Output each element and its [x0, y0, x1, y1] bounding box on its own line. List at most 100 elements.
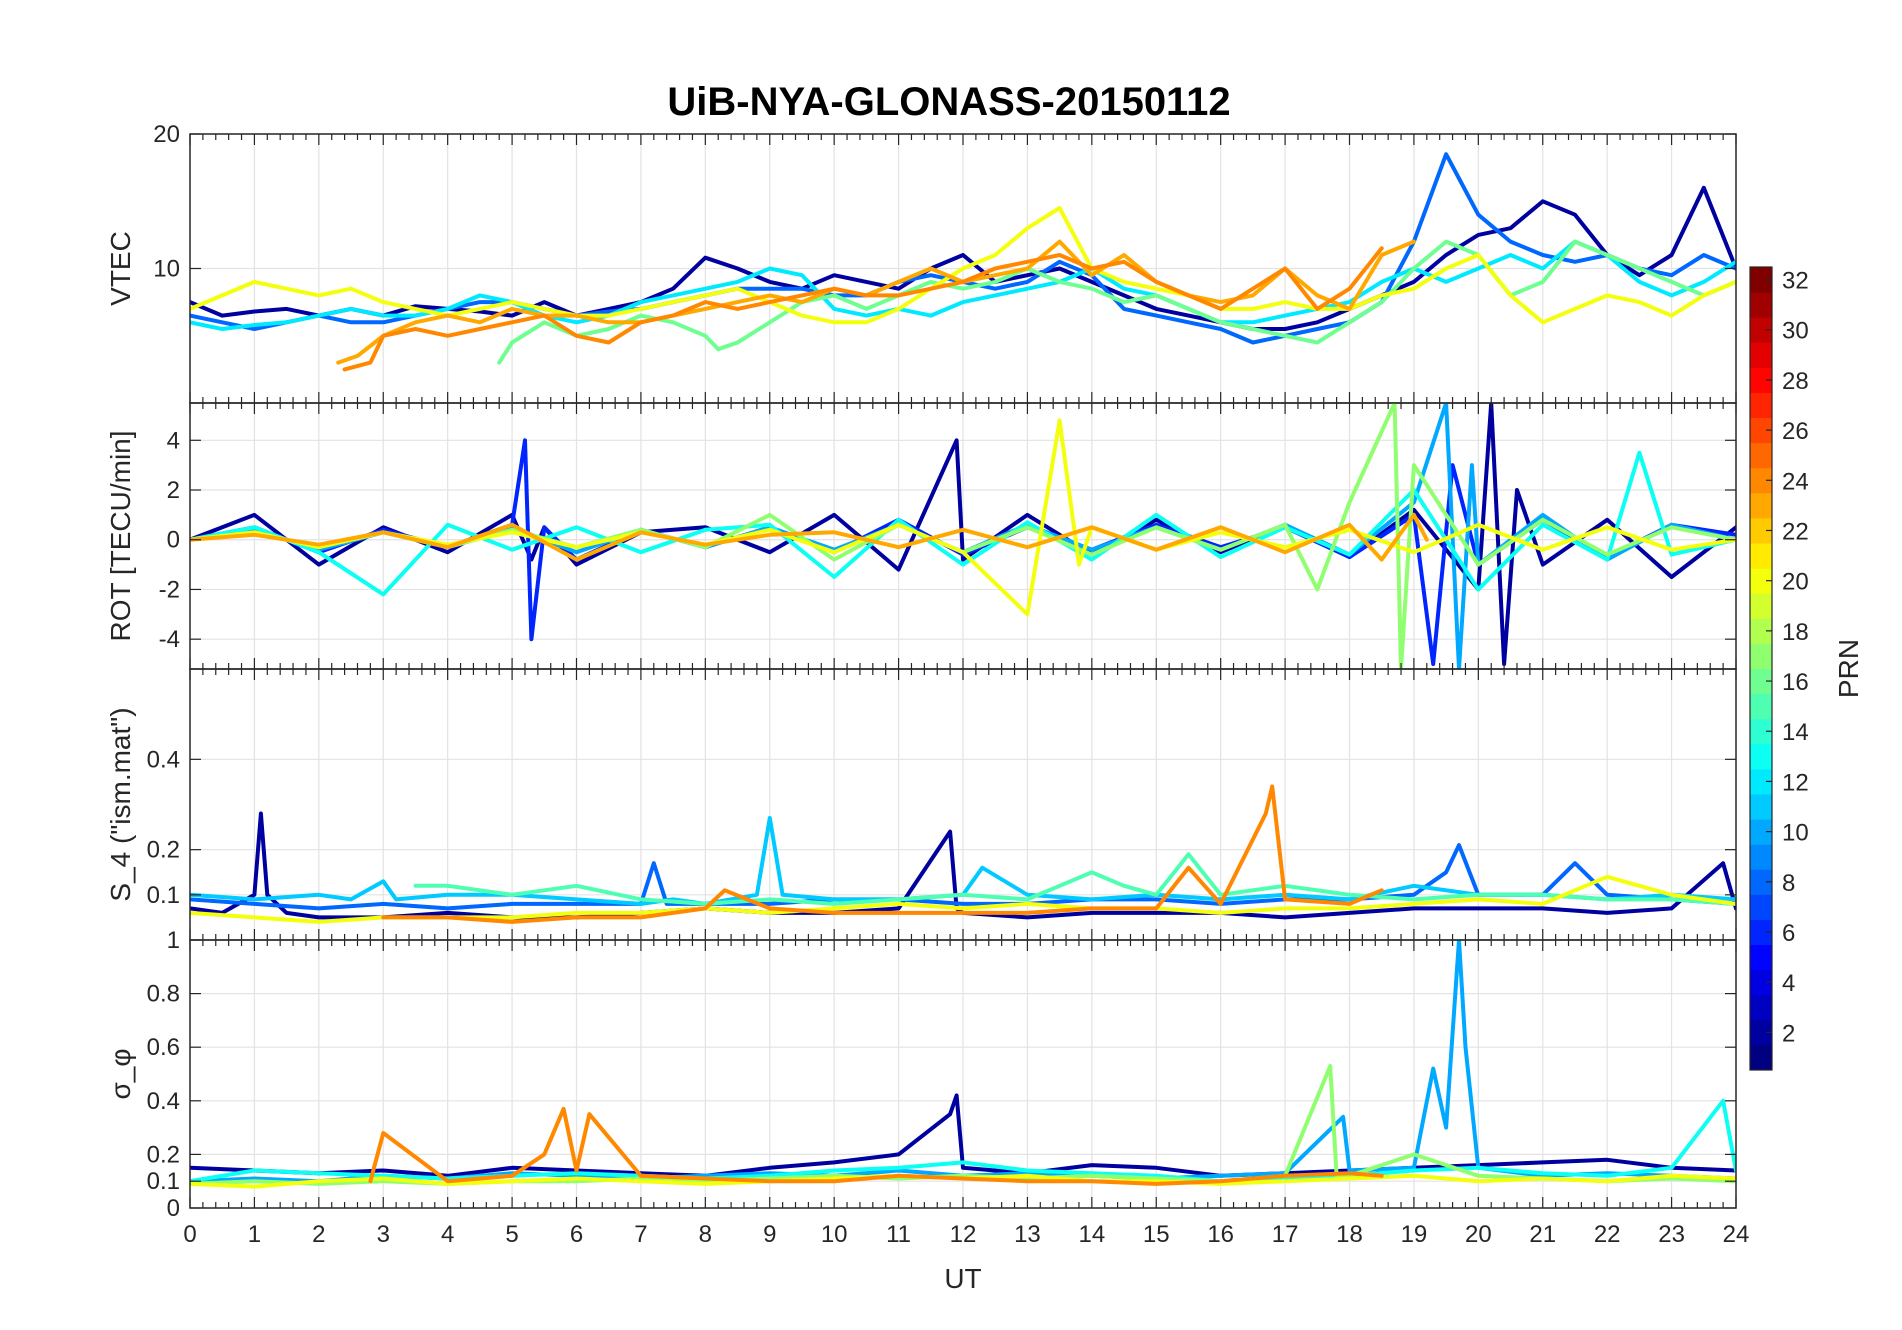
colorbar-tick-label: 16 [1782, 669, 1809, 696]
colorbar-cell [1750, 994, 1772, 1021]
colorbar-tick-label: 28 [1782, 368, 1809, 395]
colorbar-tick-label: 20 [1782, 569, 1809, 596]
y-tick-label: 0.4 [147, 1088, 180, 1115]
x-tick-label: 21 [1529, 1221, 1556, 1248]
y-tick-label: 0 [167, 527, 180, 554]
y-tick-label: 0.1 [147, 1168, 180, 1195]
y-tick-label: -2 [159, 576, 180, 603]
x-axis-label: UT [944, 1263, 981, 1294]
figure-title: UiB-NYA-GLONASS-20150112 [667, 80, 1230, 124]
x-tick-label: 6 [570, 1221, 583, 1248]
series-line-prn-24 [368, 1106, 1384, 1186]
y-tick-label: 0.8 [147, 981, 180, 1008]
x-tick-label: 10 [821, 1221, 848, 1248]
x-tick-label: 7 [634, 1221, 647, 1248]
colorbar-cell [1750, 969, 1772, 996]
x-tick-label: 13 [1014, 1221, 1041, 1248]
y-axis-label: σ_φ [105, 1048, 136, 1099]
x-tick-label: 24 [1723, 1221, 1750, 1248]
series-group [190, 784, 1736, 924]
x-tick-label: 14 [1078, 1221, 1105, 1248]
colorbar-cell [1750, 317, 1772, 343]
colorbar-cell [1750, 467, 1772, 494]
colorbar-tick-label: 26 [1782, 418, 1809, 445]
colorbar-cell [1750, 543, 1772, 569]
x-tick-label: 2 [312, 1221, 325, 1248]
colorbar-cell [1750, 768, 1772, 795]
series-line-prn-2 [190, 1093, 1736, 1178]
series-line-prn-12 [190, 239, 1736, 331]
colorbar-cell [1750, 568, 1772, 594]
colorbar-cell [1750, 593, 1772, 619]
x-tick-label: 19 [1401, 1221, 1428, 1248]
colorbar-cell [1750, 417, 1772, 444]
colorbar-cell [1750, 869, 1772, 895]
series-line-prn-13 [190, 450, 1736, 597]
colorbar-cell [1750, 894, 1772, 920]
series-line-prn-2 [190, 811, 1736, 920]
x-tick-label: 1 [248, 1221, 261, 1248]
series-line-prn-15 [413, 852, 1736, 906]
colorbar-cell [1750, 292, 1772, 318]
colorbar-tick-label: 18 [1782, 619, 1809, 646]
colorbar-cell [1750, 793, 1772, 820]
colorbar-cell [1750, 392, 1772, 419]
colorbar-cell [1750, 919, 1772, 946]
colorbar-cell [1750, 342, 1772, 368]
y-tick-label: 0.1 [147, 882, 180, 909]
colorbar-cell [1750, 643, 1772, 669]
colorbar-cell [1750, 668, 1772, 695]
colorbar-frame [1749, 266, 1773, 1071]
y-tick-label: 0 [167, 1195, 180, 1222]
y-tick-label: 10 [153, 256, 180, 283]
colorbar-tick-label: 24 [1782, 468, 1809, 495]
series-group [190, 152, 1736, 372]
colorbar-cell [1750, 1044, 1772, 1071]
series-group [190, 940, 1736, 1189]
x-tick-label: 18 [1336, 1221, 1363, 1248]
colorbar-tick-label: 32 [1782, 268, 1809, 295]
colorbar-cell [1750, 492, 1772, 519]
panel-sigma_phi: 00.10.20.40.60.810 1 2 3 4 5 6 7 8 9 10 11 12 13 14 15 1… [105, 927, 1749, 1294]
y-tick-label: 1 [167, 927, 180, 954]
colorbar-tick-label: 30 [1782, 318, 1809, 345]
x-tick-label: 15 [1143, 1221, 1170, 1248]
x-tick-label: 3 [377, 1221, 390, 1248]
x-tick-label: 0 [183, 1221, 196, 1248]
x-tick-label: 5 [505, 1221, 518, 1248]
panel-rot: -4 -2 0 2 4 ROT [TECU/min] [105, 402, 1737, 670]
colorbar-tick-label: 6 [1782, 920, 1795, 947]
colorbar-cell [1750, 1019, 1772, 1046]
x-tick-label: 22 [1594, 1221, 1621, 1248]
colorbar-cell [1750, 743, 1772, 770]
x-tick-label: 8 [699, 1221, 712, 1248]
series-line-prn-11 [190, 816, 1736, 906]
y-axis-label: VTEC [105, 231, 136, 306]
x-tick-label: 23 [1658, 1221, 1685, 1248]
series-line-prn-16 [497, 239, 1736, 365]
colorbar-cell [1750, 944, 1772, 971]
series-line-prn-13 [190, 1098, 1736, 1184]
colorbar-cell [1750, 267, 1772, 293]
colorbar-cell [1750, 618, 1772, 644]
colorbar-label: PRN [1833, 639, 1864, 698]
y-tick-label: 0.2 [147, 837, 180, 864]
y-axis-label: S_4 ("ism.mat") [105, 707, 136, 901]
colorbar-cell [1750, 367, 1772, 393]
colorbar-tick-label: 12 [1782, 769, 1809, 796]
colorbar-cell [1750, 693, 1772, 720]
colorbar-cell [1750, 517, 1772, 544]
y-axis-label: ROT [TECU/min] [105, 430, 136, 641]
x-tick-label: 17 [1272, 1221, 1299, 1248]
series-line-prn-24 [381, 784, 1384, 924]
colorbar-tick-label: 10 [1782, 820, 1809, 847]
colorbar-cell [1750, 819, 1772, 845]
series-line-prn-23 [190, 512, 1429, 562]
colorbar-tick-label: 22 [1782, 518, 1809, 545]
y-tick-label: 0.6 [147, 1034, 180, 1061]
x-tick-label: 16 [1207, 1221, 1234, 1248]
x-tick-label: 9 [763, 1221, 776, 1248]
